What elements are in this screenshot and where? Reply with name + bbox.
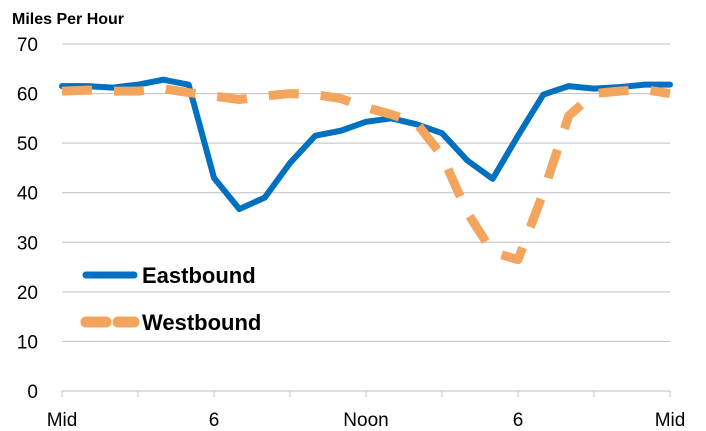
y-axis-label: Miles Per Hour bbox=[12, 11, 124, 28]
legend: Eastbound Westbound bbox=[80, 263, 261, 335]
series-line-westbound bbox=[61, 84, 671, 265]
y-tick-0: 0 bbox=[27, 382, 38, 403]
x-tick-mid: Mid bbox=[47, 410, 78, 431]
y-tick-50: 50 bbox=[17, 134, 38, 155]
series-lines bbox=[59, 76, 673, 265]
x-axis: Mid 6 Noon 6 Mid bbox=[47, 390, 686, 431]
y-tick-30: 30 bbox=[17, 233, 38, 254]
y-tick-70: 70 bbox=[17, 35, 38, 56]
y-tick-20: 20 bbox=[17, 283, 38, 304]
x-tick-6: 6 bbox=[513, 410, 524, 431]
legend-label-eastbound: Eastbound bbox=[142, 263, 256, 288]
y-tick-40: 40 bbox=[17, 184, 38, 205]
legend-label-westbound: Westbound bbox=[142, 310, 261, 335]
series-line-eastbound bbox=[59, 76, 673, 213]
x-tick-6: 6 bbox=[209, 410, 220, 431]
grid-lines bbox=[62, 43, 670, 342]
y-tick-60: 60 bbox=[17, 85, 38, 106]
y-tick-10: 10 bbox=[17, 332, 38, 353]
x-tick-noon: Noon bbox=[343, 410, 388, 431]
x-tick-mid: Mid bbox=[655, 410, 686, 431]
y-tick-labels: 0 10 20 30 40 50 60 70 bbox=[17, 35, 38, 403]
